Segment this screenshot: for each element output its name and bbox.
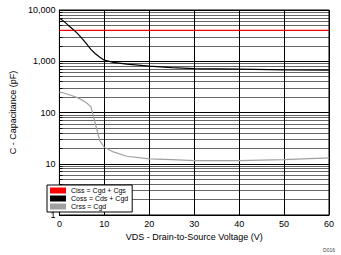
svg-text:10,000: 10,000 <box>28 5 56 15</box>
svg-text:Crss = Cgd: Crss = Cgd <box>71 203 106 211</box>
svg-text:VDS - Drain-to-Source Voltage: VDS - Drain-to-Source Voltage (V) <box>126 232 263 242</box>
svg-text:20: 20 <box>144 219 154 229</box>
svg-text:30: 30 <box>189 219 199 229</box>
svg-text:1: 1 <box>50 210 56 220</box>
svg-text:D016: D016 <box>323 247 335 253</box>
svg-text:10: 10 <box>45 159 55 169</box>
svg-text:Coss = Cds + Cgd: Coss = Cds + Cgd <box>71 195 128 203</box>
svg-text:C - Capacitance (pF): C - Capacitance (pF) <box>8 71 18 155</box>
svg-text:50: 50 <box>279 219 289 229</box>
svg-text:40: 40 <box>234 219 244 229</box>
svg-text:10: 10 <box>99 219 109 229</box>
svg-text:60: 60 <box>324 219 334 229</box>
svg-text:0: 0 <box>57 219 62 229</box>
svg-text:Ciss = Cgd + Cgs: Ciss = Cgd + Cgs <box>71 187 126 195</box>
svg-text:100: 100 <box>40 108 55 118</box>
svg-text:1,000: 1,000 <box>33 56 56 66</box>
